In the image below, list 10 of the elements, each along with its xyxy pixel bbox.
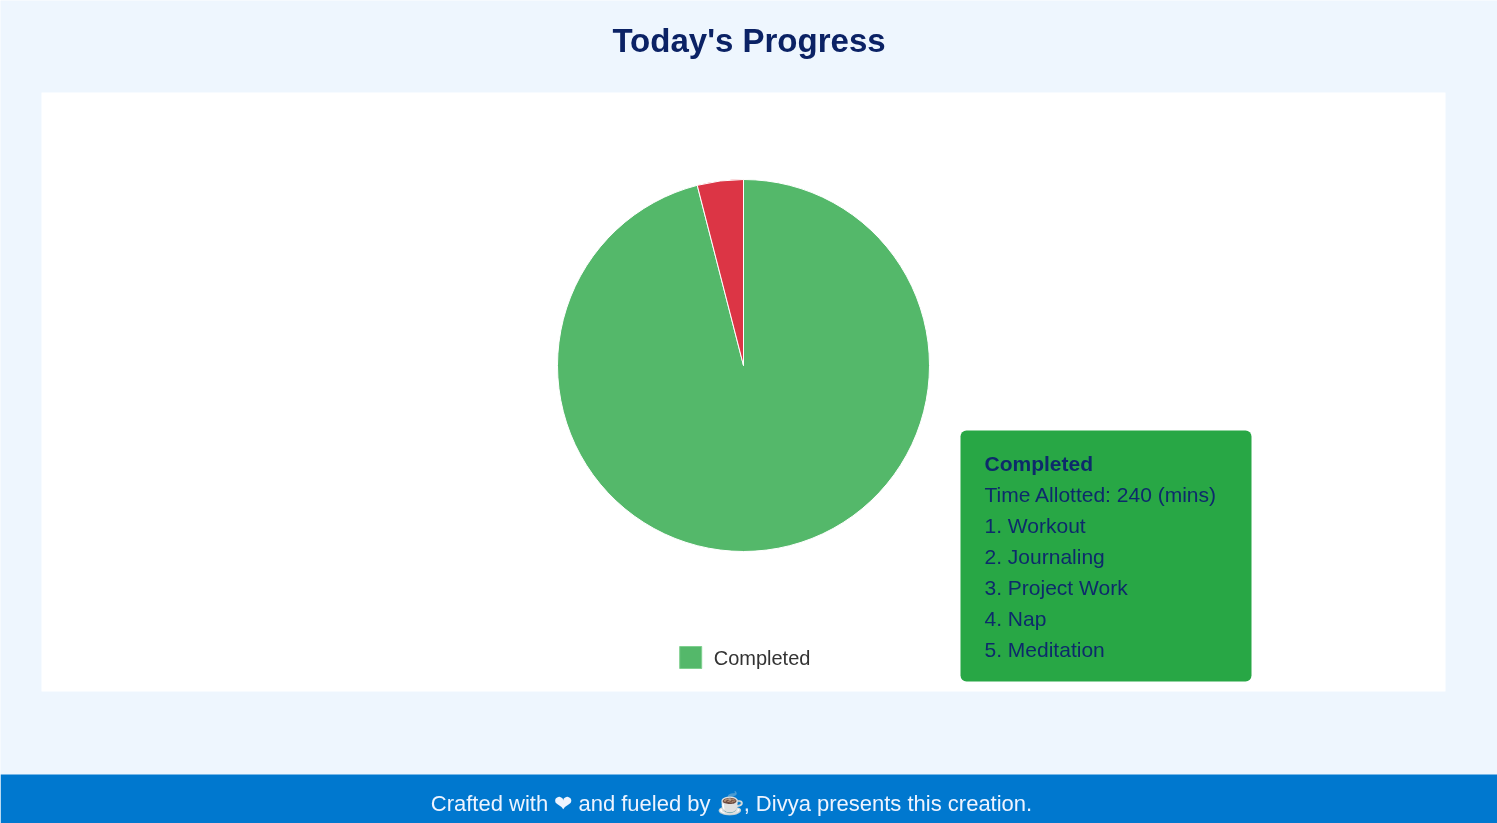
text: 5. Meditation bbox=[984, 638, 1105, 661]
text: 1. Workout bbox=[984, 514, 1086, 537]
legend-label: Completed bbox=[713, 646, 811, 669]
text: Crafted with ❤ and fueled by ☕, Divya presents this creation. bbox=[430, 790, 1033, 816]
text: 2. Journaling bbox=[984, 545, 1105, 568]
text: Time Allotted: 240 (mins) bbox=[984, 483, 1216, 506]
text: 4. Nap bbox=[984, 607, 1047, 630]
text: Completed bbox=[984, 452, 1094, 475]
chart-title: Today's Progress bbox=[612, 22, 886, 59]
text: 3. Project Work bbox=[984, 576, 1129, 599]
